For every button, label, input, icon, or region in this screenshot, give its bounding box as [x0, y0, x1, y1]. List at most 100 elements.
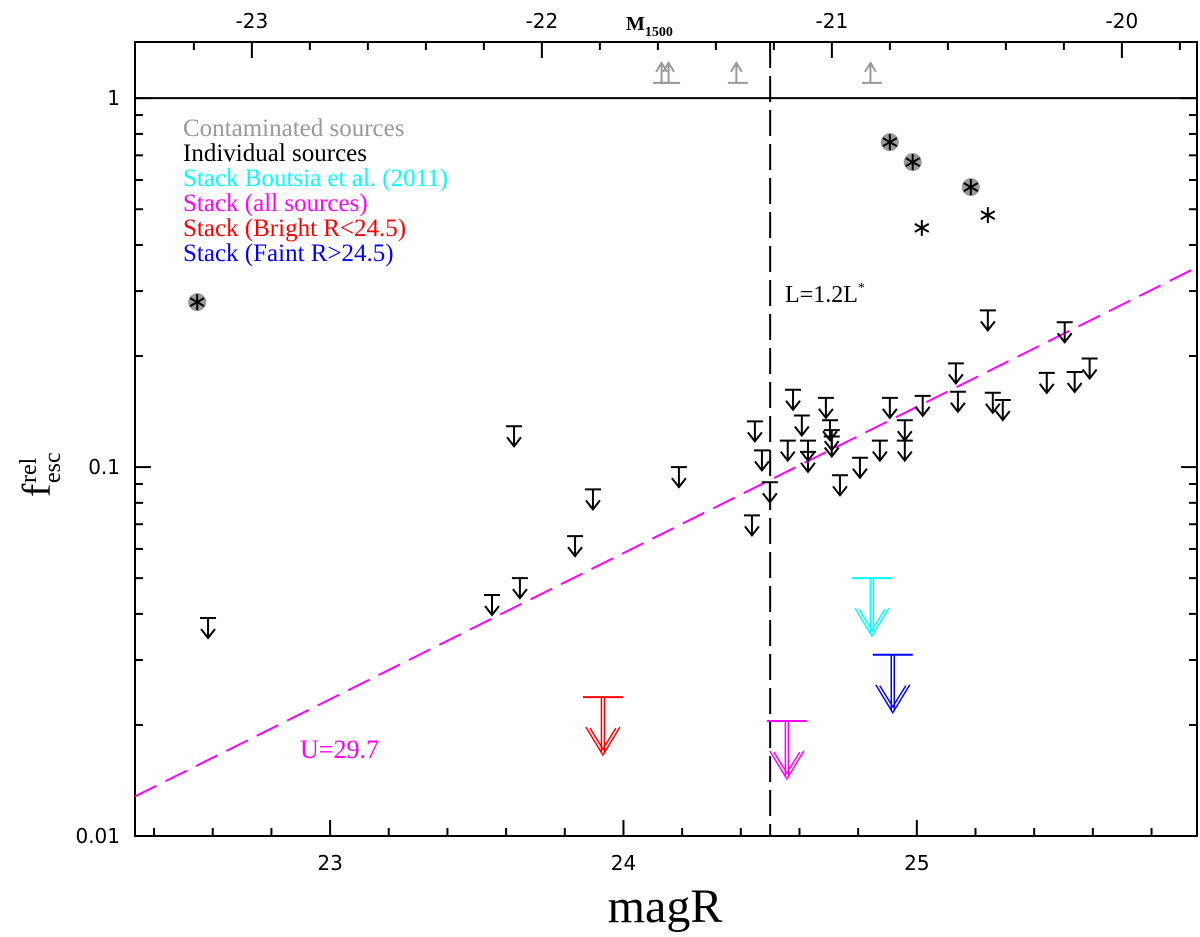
- star-arm: [882, 137, 898, 148]
- limit-head: [585, 499, 601, 512]
- limit-head: [506, 436, 522, 448]
- upper-limit: [1038, 371, 1055, 395]
- limit-head: [1081, 368, 1098, 381]
- star-circle: [903, 153, 922, 172]
- upper-limit: [785, 388, 802, 412]
- upper-limit: [746, 420, 763, 444]
- limit-head: [818, 408, 834, 420]
- legend-entry: Individual sources: [183, 140, 367, 167]
- legend-entry: Stack (Bright R<24.5): [183, 215, 406, 242]
- upper-limit: [567, 535, 584, 558]
- limit-head: [980, 320, 996, 332]
- star: [980, 207, 996, 224]
- legend-entry: Stack Boutsia et al. (2011): [183, 165, 448, 192]
- upper-limit: [871, 439, 888, 463]
- lower-limit: [727, 60, 748, 84]
- limit-head: [585, 726, 621, 757]
- upper-limit: [949, 390, 966, 414]
- star: [914, 219, 930, 236]
- limit-head: [985, 403, 1001, 415]
- upper-limit: [1081, 357, 1098, 381]
- y-label-base: f: [14, 483, 59, 497]
- limit-head: [730, 60, 743, 73]
- annotation-text: L=1.2L: [785, 282, 858, 308]
- upper-limit: [994, 399, 1011, 422]
- limit-head: [754, 460, 770, 472]
- y-tick-label: 1: [107, 86, 120, 110]
- limit-head: [864, 60, 877, 73]
- upper-limit-large: [872, 653, 913, 715]
- upper-limit: [670, 466, 687, 489]
- limit-head: [882, 408, 898, 420]
- limit-head: [794, 425, 810, 438]
- upper-limit-large: [851, 577, 892, 638]
- limit-head: [897, 450, 913, 463]
- legend-entry: Contaminated sources: [183, 115, 404, 142]
- limit-head: [950, 402, 966, 414]
- upper-limit: [200, 616, 217, 640]
- plot-frame: [134, 41, 1198, 837]
- x2-label-sub: 1500: [645, 25, 673, 40]
- limit-head: [823, 446, 840, 459]
- upper-limit: [881, 396, 898, 420]
- upper-limit: [506, 425, 523, 448]
- upper-limit: [947, 362, 964, 386]
- upper-limit: [1056, 321, 1073, 344]
- limit-head: [872, 450, 888, 463]
- y-tick-label: 0.1: [88, 455, 120, 479]
- y-label-sup: rel: [16, 457, 42, 483]
- limit-head: [914, 406, 931, 418]
- x-tick-label: 24: [611, 851, 636, 875]
- upper-limit: [896, 439, 913, 463]
- limit-head: [484, 605, 500, 617]
- upper-limit: [584, 488, 601, 512]
- legend-entry: Stack (Faint R>24.5): [183, 240, 394, 267]
- lower-limit: [861, 60, 882, 84]
- x2-tick-label: -20: [1106, 9, 1139, 33]
- limit-head: [858, 608, 886, 632]
- star-circle: [961, 178, 980, 197]
- upper-limit: [823, 435, 840, 459]
- limit-head: [785, 400, 801, 412]
- limit-head: [744, 525, 760, 537]
- limit-head: [762, 492, 778, 504]
- annotation-text: U=29.7: [300, 735, 379, 764]
- upper-limit: [743, 514, 760, 537]
- limit-head: [948, 373, 964, 386]
- upper-limit: [793, 414, 810, 438]
- y-tick-label: 0.01: [75, 824, 120, 848]
- annotation-sup: *: [858, 281, 865, 296]
- fit-line: [134, 266, 1198, 798]
- limit-head: [747, 431, 763, 444]
- upper-limit: [817, 396, 834, 420]
- upper-limit: [753, 449, 770, 472]
- limit-head: [671, 477, 687, 489]
- annotation: L=1.2L*: [785, 281, 865, 308]
- upper-limit-large: [766, 719, 807, 781]
- limit-head: [800, 462, 816, 474]
- limit-head: [1039, 383, 1055, 395]
- limit-head: [662, 60, 675, 73]
- limit-head: [1056, 332, 1073, 344]
- limit-head: [852, 468, 868, 480]
- y-axis-label: f rel esc: [14, 452, 66, 497]
- upper-limit: [851, 456, 868, 480]
- star-arm: [189, 297, 205, 307]
- star-arm: [980, 210, 996, 220]
- x-tick-label: 25: [904, 851, 929, 875]
- upper-limit: [1066, 371, 1083, 394]
- x2-label: M1500: [626, 13, 673, 40]
- limit-head: [769, 750, 805, 781]
- limit-head: [832, 485, 848, 497]
- limit-head: [875, 684, 911, 715]
- star-arm: [905, 157, 921, 167]
- upper-limit: [761, 481, 778, 504]
- upper-limit: [896, 419, 913, 442]
- x2-tick-label: -23: [236, 9, 269, 33]
- limit-head: [879, 685, 907, 709]
- limit-head: [779, 450, 796, 463]
- limit-head: [200, 628, 216, 640]
- y-label-sub: esc: [40, 452, 66, 483]
- upper-limit: [914, 394, 931, 418]
- x-tick-label: 23: [317, 851, 342, 875]
